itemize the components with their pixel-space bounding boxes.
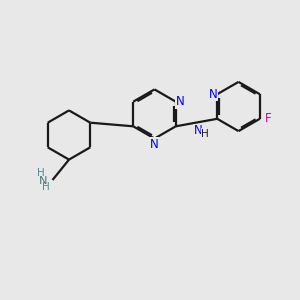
Text: H: H xyxy=(201,129,209,139)
Text: N: N xyxy=(208,88,217,101)
Text: N: N xyxy=(39,176,48,186)
Text: N: N xyxy=(150,137,159,151)
Text: N: N xyxy=(194,124,202,137)
Text: H: H xyxy=(37,168,45,178)
Text: N: N xyxy=(176,95,184,108)
Text: H: H xyxy=(42,182,50,193)
Text: F: F xyxy=(265,112,272,125)
